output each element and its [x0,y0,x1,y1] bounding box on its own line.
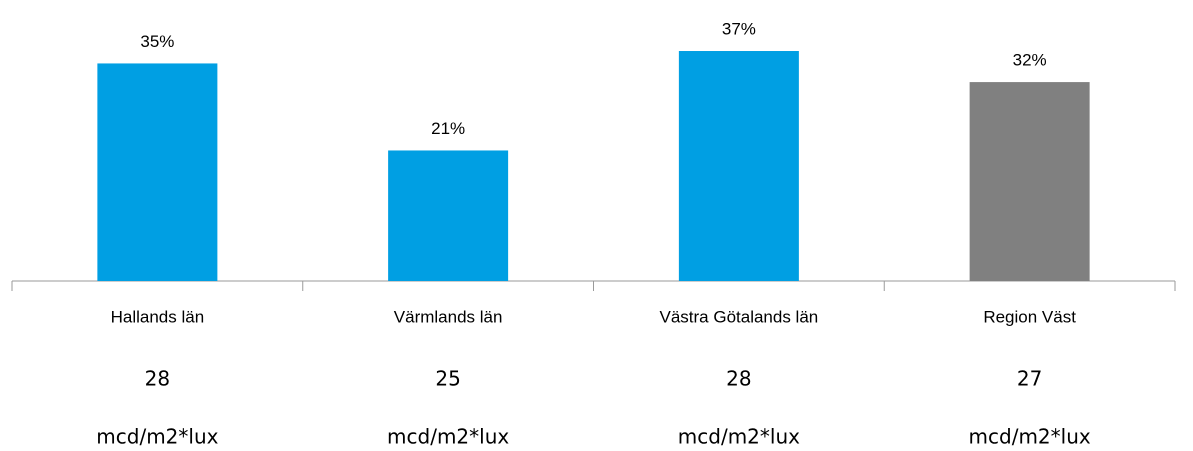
x-tick-label: Västra Götalands län [659,307,818,326]
x-tick-label: Värmlands län [394,307,503,326]
sub-value: 28 [726,367,751,391]
bar [97,63,218,281]
value-label: 35% [140,32,174,51]
value-label: 32% [1013,51,1047,70]
x-tick-label: Region Väst [983,307,1076,326]
bar [388,150,509,281]
value-label: 21% [431,119,465,138]
x-tick-label: Hallands län [111,307,205,326]
sub-unit: mcd/m2*lux [678,425,800,449]
sub-value: 27 [1017,367,1042,391]
value-label: 37% [722,19,756,38]
bar [969,82,1090,281]
sub-unit: mcd/m2*lux [387,425,509,449]
sub-value: 28 [145,367,170,391]
bar [678,51,799,282]
sub-value: 25 [435,367,460,391]
sub-unit: mcd/m2*lux [96,425,218,449]
sub-unit: mcd/m2*lux [969,425,1091,449]
